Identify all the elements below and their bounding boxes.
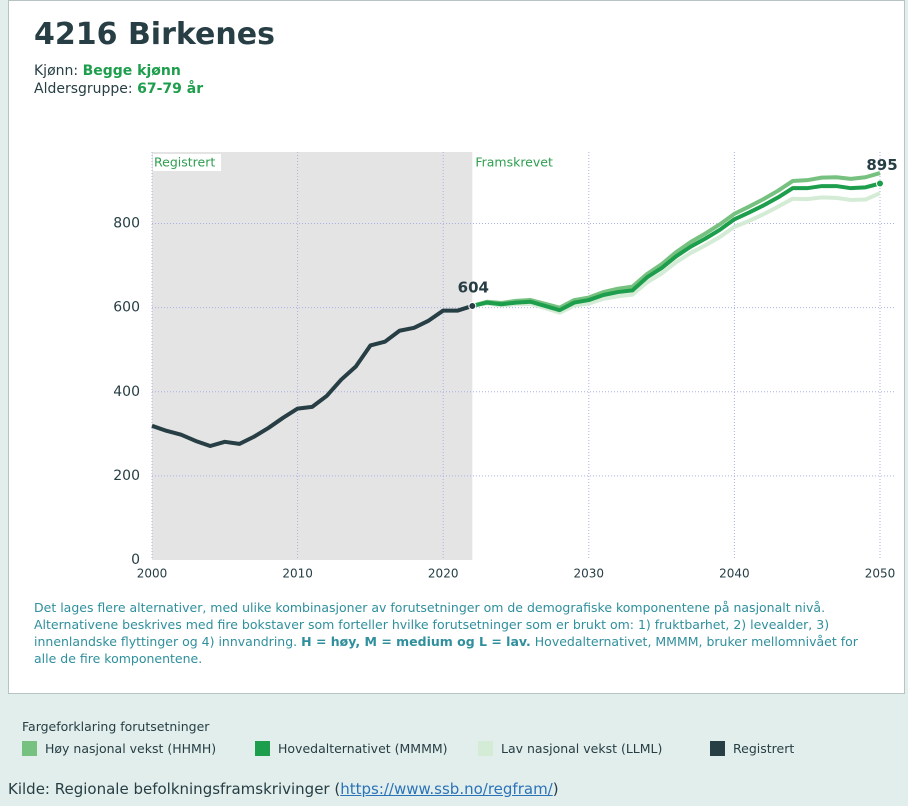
region-label-bg [153, 154, 221, 171]
x-tick-label: 2000 [137, 567, 168, 581]
source-end: ) [552, 780, 559, 798]
end-marker [468, 301, 477, 310]
gender: Begge kjønn [82, 63, 181, 79]
y-tick-label: 400 [113, 384, 140, 400]
note: Det lages flere alternativer, med ulike … [34, 599, 884, 667]
legend-item: Lav nasjonal vekst (LLML) [478, 741, 662, 756]
x-tick-label: 2050 [865, 567, 896, 581]
source-link[interactable]: https://www.ssb.no/regfram/ [340, 780, 553, 798]
x-tick-label: 2010 [282, 567, 313, 581]
registered-region [152, 152, 473, 560]
data-label: 604 [458, 278, 489, 296]
y-tick-label: 800 [113, 216, 140, 232]
series-line [151, 304, 473, 449]
legend-label: Høy nasjonal vekst (HHMH) [45, 741, 217, 756]
x-tick-label: 2030 [574, 567, 605, 581]
title: 4216 Birkenes [34, 17, 275, 52]
legend-swatch [255, 741, 270, 756]
legend-label: Registrert [733, 741, 795, 756]
age-label: Aldersgruppe: [34, 81, 133, 97]
legend-label: Lav nasjonal vekst (LLML) [501, 741, 663, 756]
age: 67-79 år [137, 81, 204, 97]
data-label: 895 [866, 156, 897, 174]
legend-item: Høy nasjonal vekst (HHMH) [22, 741, 216, 756]
legend-item: Registrert [710, 741, 794, 756]
note-text: Det lages flere alternativer, med ulike … [34, 600, 830, 649]
age-row: Aldersgruppe: 67-79 år [34, 81, 203, 97]
x-tick-label: 2020 [428, 567, 459, 581]
legend-label: Hovedalternativet (MMMM) [278, 741, 448, 756]
series-line [471, 171, 881, 310]
legend-item: Hovedalternativet (MMMM) [255, 741, 448, 756]
legend-title: Fargeforklaring forutsetninger [22, 719, 210, 734]
note-text: Hovedalternativet, MMMM, bruker mellomni… [34, 634, 858, 666]
gender-label: Kjønn: [34, 63, 79, 79]
x-tick-label: 2040 [719, 567, 750, 581]
y-tick-label: 200 [113, 468, 140, 484]
legend-swatch [710, 741, 725, 756]
y-tick-label: 0 [131, 552, 140, 568]
legend: Høy nasjonal vekst (HHMH) Hovedalternativ… [22, 741, 902, 761]
region-label: Framskrevet [475, 155, 553, 170]
legend-swatch [478, 741, 493, 756]
series-line [471, 181, 881, 313]
legend-swatch [22, 741, 37, 756]
end-marker [876, 179, 884, 188]
chart: Registrert Framskrevet 0 200 400 600 800 2000 20… [113, 152, 898, 581]
source-text: Kilde: Regionale befolkningsframskriving… [8, 780, 341, 798]
series-line [471, 191, 881, 315]
region-label: Registrert [154, 155, 215, 170]
y-tick-label: 600 [113, 300, 140, 316]
note-bold: H = høy, M = medium og L = lav. [301, 634, 531, 649]
source: Kilde: Regionale befolkningsframskriving… [8, 780, 559, 798]
gender-row: Kjønn: Begge kjønn [34, 63, 181, 79]
